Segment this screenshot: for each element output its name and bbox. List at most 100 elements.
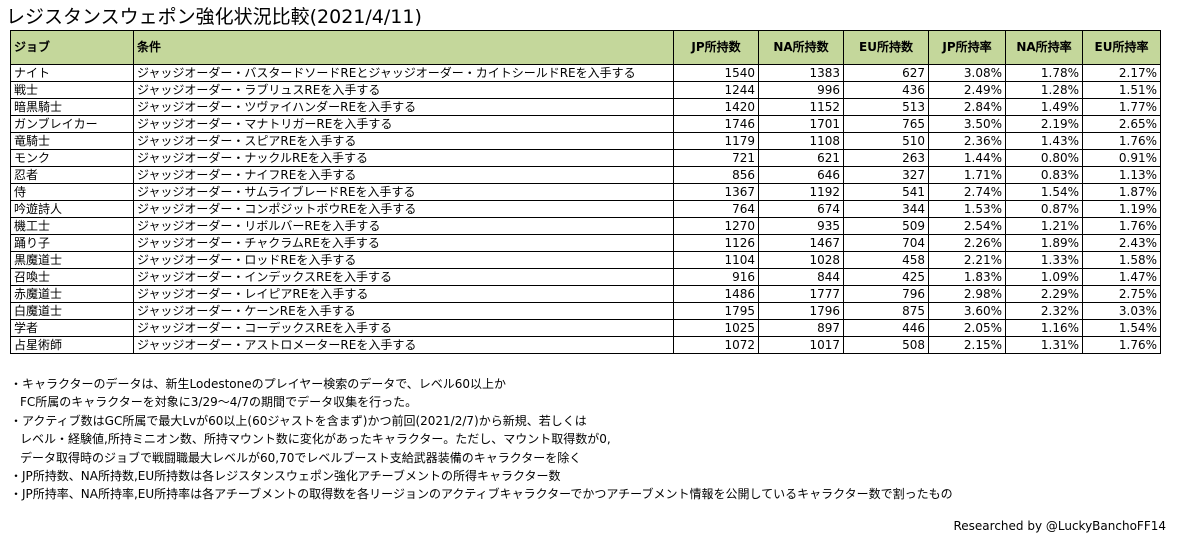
cell-eu-count: 875 <box>843 302 929 320</box>
table-row: 赤魔道士 ジャッジオーダー・レイピアREを入手する 1486 1777 796 2.98%… <box>10 285 1161 303</box>
cell-na-count: 1467 <box>758 234 844 252</box>
table-row: 戦士 ジャッジオーダー・ラブリュスREを入手する 1244 996 436 2.49% 1.… <box>10 81 1161 99</box>
cell-na-count: 1383 <box>758 64 844 82</box>
cell-jp-rate: 2.74% <box>928 183 1006 201</box>
cell-eu-count: 541 <box>843 183 929 201</box>
table-row: 機工士 ジャッジオーダー・リボルバーREを入手する 1270 935 509 2.54% 1… <box>10 217 1161 235</box>
header-eu-count: EU所持数 <box>843 30 929 65</box>
cell-jp-count: 1270 <box>673 217 759 235</box>
cell-na-rate: 0.83% <box>1005 166 1083 184</box>
credit: Researched by @LuckyBanchoFF14 <box>953 519 1166 533</box>
cell-eu-rate: 2.43% <box>1082 234 1161 252</box>
cell-job: ガンブレイカー <box>10 115 134 133</box>
cell-jp-rate: 2.98% <box>928 285 1006 303</box>
header-job: ジョブ <box>10 30 134 65</box>
table-row: ナイト ジャッジオーダー・バスタードソードREとジャッジオーダー・カイトシールドR… <box>10 64 1161 82</box>
cell-eu-count: 510 <box>843 132 929 150</box>
cell-jp-rate: 2.54% <box>928 217 1006 235</box>
cell-condition: ジャッジオーダー・コーデックスREを入手する <box>133 319 674 337</box>
cell-jp-rate: 1.44% <box>928 149 1006 167</box>
cell-eu-rate: 0.91% <box>1082 149 1161 167</box>
cell-eu-rate: 1.77% <box>1082 98 1161 116</box>
note-line: FC所属のキャラクターを対象に3/29～4/7の期間でデータ収集を行った。 <box>20 395 418 410</box>
table-row: 侍ジャッジオーダー・サムライブレードREを入手する 1367 1192 541 2.74… <box>10 183 1161 201</box>
cell-jp-rate: 3.50% <box>928 115 1006 133</box>
table-row: ガンブレイカー ジャッジオーダー・マナトリガーREを入手する 1746 1701 765… <box>10 115 1161 133</box>
cell-na-count: 1017 <box>758 336 844 354</box>
cell-job: 赤魔道士 <box>10 285 134 303</box>
cell-na-rate: 1.78% <box>1005 64 1083 82</box>
cell-na-count: 621 <box>758 149 844 167</box>
cell-jp-rate: 2.84% <box>928 98 1006 116</box>
cell-job: 占星術師 <box>10 336 134 354</box>
table-header-row: ジョブ 条件 JP所持数 NA所持数 EU所持数 JP所持率 NA所持率 EU所… <box>10 30 1161 65</box>
cell-na-rate: 1.49% <box>1005 98 1083 116</box>
cell-jp-rate: 1.71% <box>928 166 1006 184</box>
cell-na-rate: 1.28% <box>1005 81 1083 99</box>
cell-condition: ジャッジオーダー・コンポジットボウREを入手する <box>133 200 674 218</box>
cell-jp-count: 1367 <box>673 183 759 201</box>
cell-condition: ジャッジオーダー・マナトリガーREを入手する <box>133 115 674 133</box>
cell-condition: ジャッジオーダー・ラブリュスREを入手する <box>133 81 674 99</box>
cell-na-rate: 0.87% <box>1005 200 1083 218</box>
header-condition: 条件 <box>133 30 674 65</box>
cell-job: 召喚士 <box>10 268 134 286</box>
cell-condition: ジャッジオーダー・サムライブレードREを入手する <box>133 183 674 201</box>
cell-eu-count: 263 <box>843 149 929 167</box>
cell-na-count: 646 <box>758 166 844 184</box>
cell-na-count: 996 <box>758 81 844 99</box>
cell-job: 竜騎士 <box>10 132 134 150</box>
cell-jp-count: 1072 <box>673 336 759 354</box>
cell-condition: ジャッジオーダー・ロッドREを入手する <box>133 251 674 269</box>
page-title: レジスタンスウェポン強化状況比較(2021/4/11) <box>6 6 422 28</box>
cell-jp-count: 1540 <box>673 64 759 82</box>
cell-job: モンク <box>10 149 134 167</box>
cell-eu-count: 509 <box>843 217 929 235</box>
cell-condition: ジャッジオーダー・ナイフREを入手する <box>133 166 674 184</box>
note-line: ・キャラクターのデータは、新生Lodestoneのプレイヤー検索のデータで、レベ… <box>10 377 507 391</box>
table-row: 黒魔道士 ジャッジオーダー・ロッドREを入手する 1104 1028 458 2.21% 1… <box>10 251 1161 269</box>
cell-jp-count: 764 <box>673 200 759 218</box>
table-row: 召喚士 ジャッジオーダー・インデックスREを入手する 916 844 425 1.83% 1… <box>10 268 1161 286</box>
header-eu-rate: EU所持率 <box>1082 30 1161 65</box>
cell-eu-rate: 1.76% <box>1082 132 1161 150</box>
cell-jp-count: 1179 <box>673 132 759 150</box>
note-line: レベル・経験値,所持ミニオン数、所持マウント数に変化があったキャラクター。ただし… <box>20 432 611 447</box>
cell-eu-count: 513 <box>843 98 929 116</box>
cell-condition: ジャッジオーダー・ツヴァイハンダーREを入手する <box>133 98 674 116</box>
table-row: モンク ジャッジオーダー・ナックルREを入手する 721 621 263 1.44% 0.8… <box>10 149 1161 167</box>
cell-jp-rate: 1.83% <box>928 268 1006 286</box>
cell-job: 踊り子 <box>10 234 134 252</box>
table-row: 学者 ジャッジオーダー・コーデックスREを入手する 1025 897 446 2.05% 1… <box>10 319 1161 337</box>
header-na-rate: NA所持率 <box>1005 30 1083 65</box>
cell-eu-count: 704 <box>843 234 929 252</box>
cell-jp-count: 1746 <box>673 115 759 133</box>
header-jp-count: JP所持数 <box>673 30 759 65</box>
cell-jp-rate: 2.49% <box>928 81 1006 99</box>
cell-na-count: 1152 <box>758 98 844 116</box>
cell-jp-rate: 2.05% <box>928 319 1006 337</box>
cell-na-rate: 0.80% <box>1005 149 1083 167</box>
table-row: 竜騎士 ジャッジオーダー・スピアREを入手する 1179 1108 510 2.36% 1.… <box>10 132 1161 150</box>
cell-jp-rate: 2.15% <box>928 336 1006 354</box>
cell-eu-rate: 1.76% <box>1082 217 1161 235</box>
cell-job: 吟遊詩人 <box>10 200 134 218</box>
note-line: ・JP所持数、NA所持数,EU所持数は各レジスタンスウェポン強化アチーブメントの… <box>10 469 561 484</box>
cell-eu-rate: 1.58% <box>1082 251 1161 269</box>
cell-eu-count: 344 <box>843 200 929 218</box>
note-line: ・JP所持率、NA所持率,EU所持率は各アチーブメントの取得数を各リージョンのア… <box>10 487 953 502</box>
cell-eu-rate: 2.65% <box>1082 115 1161 133</box>
cell-job: 忍者 <box>10 166 134 184</box>
cell-jp-count: 1795 <box>673 302 759 320</box>
cell-eu-count: 446 <box>843 319 929 337</box>
cell-jp-rate: 3.08% <box>928 64 1006 82</box>
cell-na-count: 1777 <box>758 285 844 303</box>
note-line: ・アクティブ数はGC所属で最大Lvが60以上(60ジャストを含まず)かつ前回(2… <box>10 413 587 428</box>
cell-na-count: 935 <box>758 217 844 235</box>
note-line: データ取得時のジョブで戦闘職最大レベルが60,70でレベルブースト支給武器装備の… <box>20 450 582 465</box>
cell-job: ナイト <box>10 64 134 82</box>
cell-na-rate: 1.31% <box>1005 336 1083 354</box>
cell-jp-rate: 2.36% <box>928 132 1006 150</box>
cell-na-count: 1108 <box>758 132 844 150</box>
header-na-count: NA所持数 <box>758 30 844 65</box>
